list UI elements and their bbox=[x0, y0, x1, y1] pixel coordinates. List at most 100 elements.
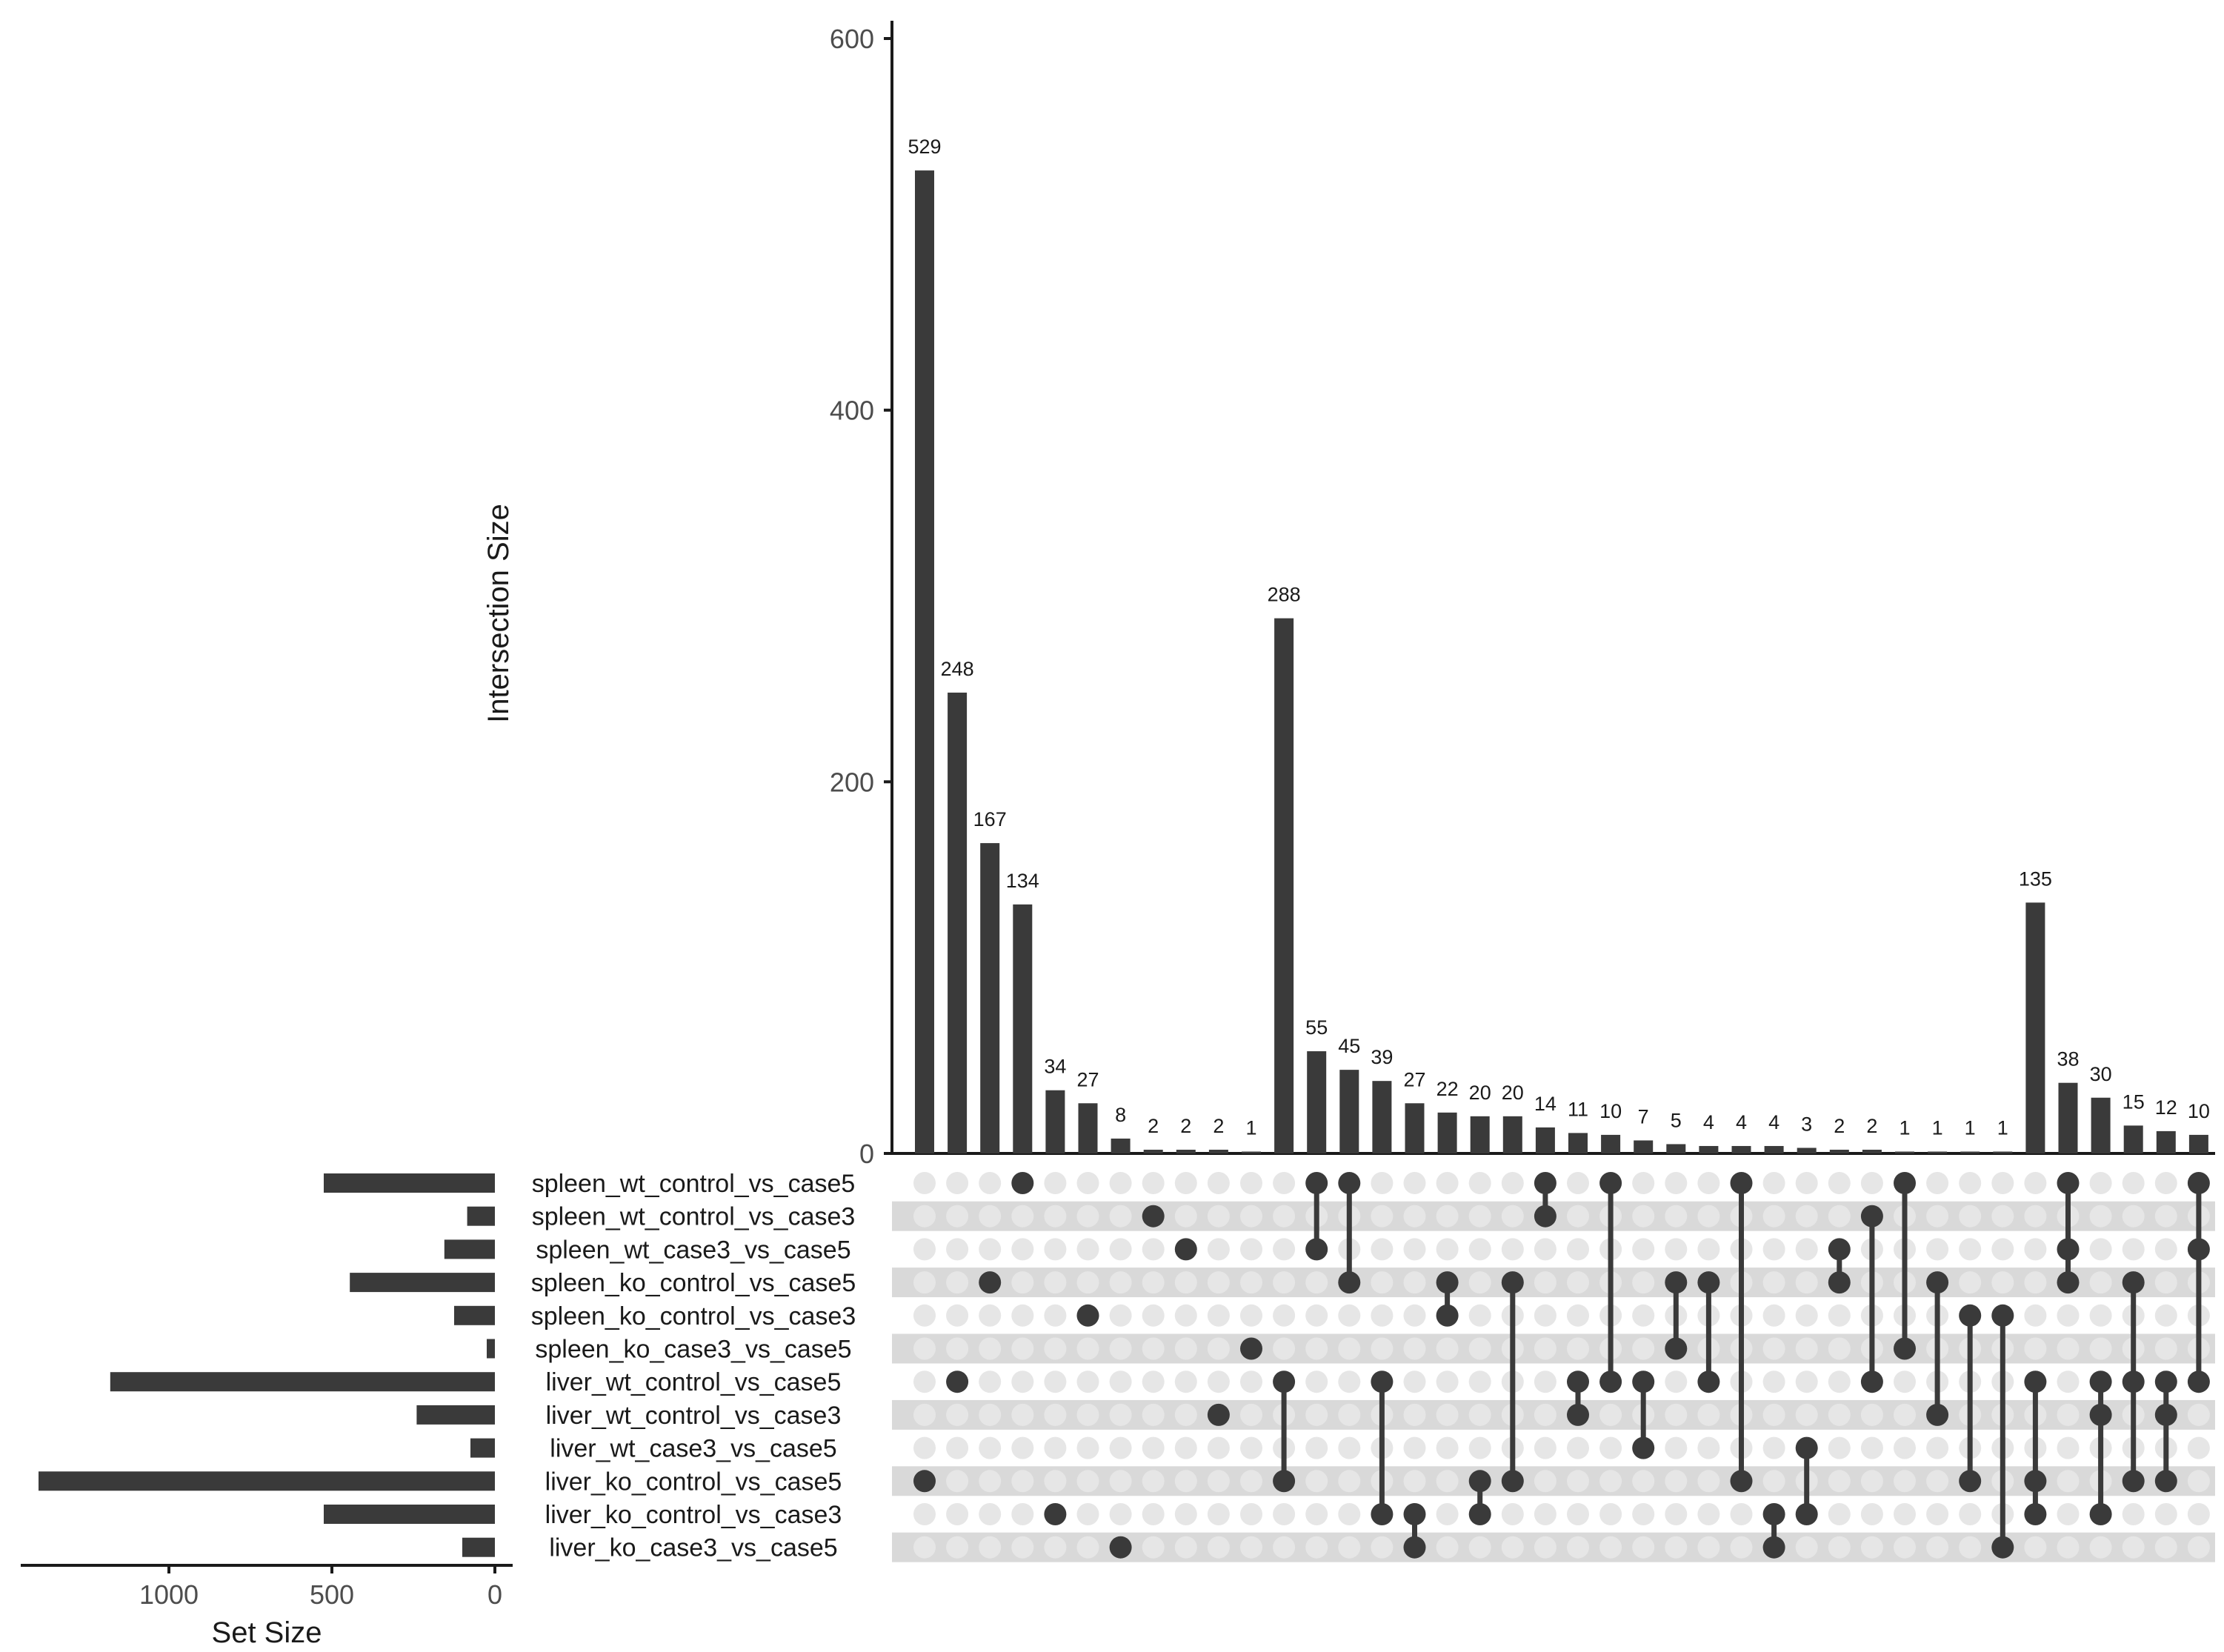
matrix-dot-inactive bbox=[2187, 1470, 2210, 1493]
matrix-dot-inactive bbox=[1860, 1436, 1883, 1459]
bar-value-label: 10 bbox=[1599, 1100, 1622, 1122]
matrix-dot-inactive bbox=[1142, 1172, 1165, 1194]
matrix-dot-inactive bbox=[2187, 1503, 2210, 1525]
matrix-dot-inactive bbox=[946, 1536, 969, 1559]
matrix-dot-active bbox=[1534, 1172, 1557, 1194]
matrix-dot-inactive bbox=[979, 1470, 1002, 1493]
matrix-dot-inactive bbox=[1436, 1436, 1459, 1459]
matrix-dot-inactive bbox=[2187, 1403, 2210, 1426]
matrix-dot-inactive bbox=[1697, 1536, 1720, 1559]
matrix-dot-inactive bbox=[1828, 1172, 1851, 1194]
matrix-dot-inactive bbox=[1534, 1470, 1557, 1493]
matrix-dot-inactive bbox=[946, 1503, 969, 1525]
matrix-dot-active bbox=[1926, 1271, 1949, 1294]
matrix-dot-inactive bbox=[1174, 1205, 1197, 1228]
matrix-dot-inactive bbox=[1828, 1436, 1851, 1459]
bar-value-label: 4 bbox=[1736, 1111, 1747, 1133]
matrix-dot-inactive bbox=[1795, 1172, 1818, 1194]
matrix-dot-inactive bbox=[1109, 1403, 1132, 1426]
set-label: spleen_ko_control_vs_case5 bbox=[531, 1269, 856, 1297]
matrix-dot-inactive bbox=[1894, 1436, 1916, 1459]
matrix-dot-inactive bbox=[979, 1238, 1002, 1261]
matrix-dot-inactive bbox=[1534, 1238, 1557, 1261]
matrix-dot-inactive bbox=[1011, 1304, 1034, 1327]
matrix-dot-active bbox=[1468, 1503, 1491, 1525]
matrix-dot-inactive bbox=[2057, 1304, 2080, 1327]
matrix-dot-active bbox=[1436, 1304, 1459, 1327]
matrix-dot-active bbox=[1305, 1238, 1328, 1261]
matrix-dot-active bbox=[1011, 1172, 1034, 1194]
matrix-dot-active bbox=[913, 1470, 936, 1493]
matrix-dot-inactive bbox=[1011, 1503, 1034, 1525]
matrix-dot-inactive bbox=[1142, 1403, 1165, 1426]
matrix-dot-inactive bbox=[1665, 1370, 1688, 1393]
matrix-dot-inactive bbox=[1011, 1470, 1034, 1493]
bar-value-label: 2 bbox=[1180, 1115, 1191, 1137]
set-label: liver_wt_case3_vs_case5 bbox=[550, 1435, 836, 1463]
matrix-dot-inactive bbox=[1109, 1271, 1132, 1294]
matrix-dot-inactive bbox=[1207, 1503, 1230, 1525]
matrix-dot-inactive bbox=[2154, 1503, 2177, 1525]
matrix-dot-inactive bbox=[913, 1436, 936, 1459]
matrix-dot-inactive bbox=[1174, 1536, 1197, 1559]
matrix-dot-inactive bbox=[1599, 1470, 1622, 1493]
matrix-dot-active bbox=[1567, 1370, 1589, 1393]
matrix-dot-inactive bbox=[1011, 1337, 1034, 1360]
bar-value-label: 27 bbox=[1076, 1068, 1099, 1090]
matrix-dot-inactive bbox=[1894, 1536, 1916, 1559]
matrix-dot-inactive bbox=[2024, 1205, 2047, 1228]
matrix-dot-inactive bbox=[1011, 1205, 1034, 1228]
bar-value-label: 2 bbox=[1148, 1115, 1159, 1137]
matrix-dot-inactive bbox=[1762, 1205, 1785, 1228]
bar-value-label: 3 bbox=[1801, 1113, 1812, 1135]
matrix-dot-inactive bbox=[1828, 1337, 1851, 1360]
matrix-dot-inactive bbox=[1076, 1503, 1099, 1525]
matrix-dot-inactive bbox=[1436, 1172, 1459, 1194]
matrix-dot-inactive bbox=[946, 1436, 969, 1459]
matrix-dot-inactive bbox=[1044, 1436, 1067, 1459]
matrix-dot-inactive bbox=[1305, 1503, 1328, 1525]
y-tick-label: 400 bbox=[830, 396, 874, 426]
matrix-dot-inactive bbox=[1926, 1536, 1949, 1559]
set-size-bar bbox=[350, 1273, 495, 1293]
matrix-dot-inactive bbox=[1044, 1370, 1067, 1393]
matrix-dot-inactive bbox=[1665, 1172, 1688, 1194]
matrix-dot-inactive bbox=[1959, 1172, 1982, 1194]
matrix-dot-inactive bbox=[1959, 1238, 1982, 1261]
matrix-dot-inactive bbox=[1403, 1205, 1426, 1228]
matrix-dot-inactive bbox=[1468, 1172, 1491, 1194]
matrix-dot-inactive bbox=[2089, 1172, 2112, 1194]
set-label: liver_ko_case3_vs_case5 bbox=[549, 1534, 837, 1562]
matrix-dot-inactive bbox=[1632, 1271, 1655, 1294]
matrix-dot-inactive bbox=[1926, 1503, 1949, 1525]
intersection-bar bbox=[1993, 1151, 2013, 1153]
set-size-bar bbox=[487, 1339, 495, 1359]
matrix-dot-inactive bbox=[1174, 1271, 1197, 1294]
matrix-dot-active bbox=[1795, 1503, 1818, 1525]
matrix-dot-inactive bbox=[1730, 1536, 1753, 1559]
bar-value-label: 30 bbox=[2090, 1063, 2112, 1085]
matrix-dot-inactive bbox=[1403, 1304, 1426, 1327]
matrix-dot-inactive bbox=[979, 1304, 1002, 1327]
matrix-dot-inactive bbox=[1305, 1337, 1328, 1360]
bar-value-label: 5 bbox=[1671, 1109, 1682, 1131]
matrix-dot-inactive bbox=[1991, 1172, 2014, 1194]
matrix-dot-inactive bbox=[1142, 1370, 1165, 1393]
matrix-dot-inactive bbox=[1665, 1503, 1688, 1525]
matrix-dot-inactive bbox=[1762, 1271, 1785, 1294]
matrix-dot-active bbox=[1338, 1271, 1361, 1294]
bar-value-label: 34 bbox=[1044, 1056, 1066, 1078]
matrix-dot-inactive bbox=[1273, 1536, 1296, 1559]
set-size-bar bbox=[110, 1372, 496, 1392]
bar-value-label: 12 bbox=[2155, 1096, 2177, 1119]
matrix-dot-inactive bbox=[1828, 1205, 1851, 1228]
matrix-dot-active bbox=[2057, 1172, 2080, 1194]
matrix-dot-active bbox=[1730, 1470, 1753, 1493]
matrix-dot-inactive bbox=[1991, 1238, 2014, 1261]
matrix-dot-inactive bbox=[2057, 1337, 2080, 1360]
set-label: spleen_wt_control_vs_case3 bbox=[532, 1203, 856, 1231]
matrix-dot-inactive bbox=[1076, 1337, 1099, 1360]
matrix-dot-inactive bbox=[1240, 1503, 1262, 1525]
matrix-dot-inactive bbox=[2154, 1205, 2177, 1228]
